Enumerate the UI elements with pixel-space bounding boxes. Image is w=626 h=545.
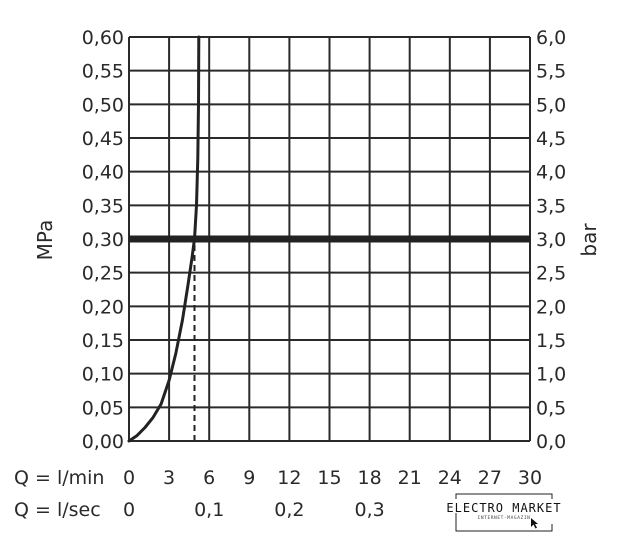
x-tick-label-lmin: 6 bbox=[203, 467, 215, 489]
left-tick-label: 0,55 bbox=[82, 61, 124, 83]
right-tick-label: 0,0 bbox=[536, 431, 566, 453]
right-tick-label: 5,5 bbox=[536, 61, 566, 83]
left-tick-label: 0,30 bbox=[82, 229, 124, 251]
x-tick-label-lsec: 0,1 bbox=[194, 499, 224, 521]
watermark-frame bbox=[455, 493, 553, 532]
series-line bbox=[127, 35, 201, 443]
right-tick-label: 2,5 bbox=[536, 263, 566, 285]
x-tick-label-lmin: 9 bbox=[243, 467, 255, 489]
watermark-logo: ELECTRO MARKET INTERNET-MAGAZIN bbox=[446, 493, 561, 532]
right-tick-label: 3,0 bbox=[536, 229, 566, 251]
right-tick-label: 1,5 bbox=[536, 330, 566, 352]
left-tick-label: 0,35 bbox=[82, 195, 124, 217]
x-tick-label-lmin: 0 bbox=[123, 467, 135, 489]
x-tick-label-lmin: 18 bbox=[358, 467, 382, 489]
right-tick-label: 2,0 bbox=[536, 296, 566, 318]
watermark-subtitle: INTERNET-MAGAZIN bbox=[478, 515, 531, 521]
right-tick-label: 5,0 bbox=[536, 94, 566, 116]
right-axis-label: bar bbox=[577, 223, 601, 257]
right-tick-label: 4,5 bbox=[536, 128, 566, 150]
left-tick-label: 0,05 bbox=[82, 397, 124, 419]
left-tick-label: 0,45 bbox=[82, 128, 124, 150]
x-tick-label-lsec: 0,3 bbox=[354, 499, 384, 521]
x-tick-label-lmin: 3 bbox=[163, 467, 175, 489]
right-tick-label: 4,0 bbox=[536, 162, 566, 184]
right-tick-label: 6,0 bbox=[536, 27, 566, 49]
left-tick-label: 0,00 bbox=[82, 431, 124, 453]
x-tick-label-lmin: 21 bbox=[398, 467, 422, 489]
cursor-icon bbox=[531, 518, 538, 529]
left-tick-label: 0,40 bbox=[82, 162, 124, 184]
right-tick-label: 0,5 bbox=[536, 397, 566, 419]
x-tick-label-lmin: 15 bbox=[317, 467, 341, 489]
x-tick-label-lsec: 0,2 bbox=[274, 499, 304, 521]
left-tick-label: 0,10 bbox=[82, 364, 124, 386]
x-axis-label-lsec: Q = l/sec bbox=[14, 499, 101, 521]
watermark-title: ELECTRO MARKET bbox=[446, 501, 561, 515]
x-tick-label-lmin: 27 bbox=[478, 467, 502, 489]
x-tick-label-lsec: 0 bbox=[123, 499, 135, 521]
left-tick-label: 0,25 bbox=[82, 263, 124, 285]
right-tick-label: 3,5 bbox=[536, 195, 566, 217]
left-tick-label: 0,50 bbox=[82, 94, 124, 116]
left-tick-label: 0,60 bbox=[82, 27, 124, 49]
right-tick-label: 1,0 bbox=[536, 364, 566, 386]
left-axis-label: MPa bbox=[33, 220, 57, 261]
x-tick-label-lmin: 12 bbox=[277, 467, 301, 489]
left-tick-label: 0,15 bbox=[82, 330, 124, 352]
series-layer bbox=[127, 35, 201, 443]
x-tick-label-lmin: 30 bbox=[518, 467, 542, 489]
left-tick-label: 0,20 bbox=[82, 296, 124, 318]
x-axis-label-lmin: Q = l/min bbox=[14, 467, 104, 489]
tick-labels: 0,000,050,100,150,200,250,300,350,400,45… bbox=[82, 27, 567, 521]
x-tick-label-lmin: 24 bbox=[438, 467, 462, 489]
